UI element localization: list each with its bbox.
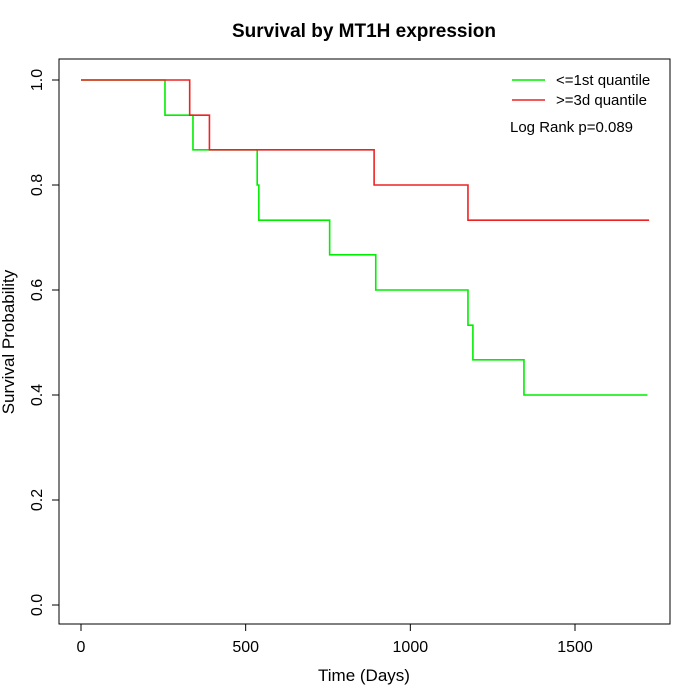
chart-title: Survival by MT1H expression — [232, 21, 496, 42]
series-line-1 — [81, 79, 648, 396]
x-tick-label: 1500 — [557, 639, 593, 656]
y-tick-label: 0.6 — [29, 279, 46, 301]
x-tick-label: 0 — [77, 639, 86, 656]
series-group — [81, 79, 650, 396]
y-axis-label: Survival Probability — [0, 269, 18, 414]
y-tick-label: 1.0 — [29, 69, 46, 91]
plot-frame — [58, 58, 671, 625]
y-tick-label: 0.4 — [29, 384, 46, 406]
x-tick-label: 500 — [232, 639, 259, 656]
y-tick-label: 0.0 — [29, 594, 46, 616]
legend-label: >=3d quantile — [556, 92, 647, 109]
log-rank-annotation: Log Rank p=0.089 — [510, 119, 633, 136]
x-axis: 0 500 1000 1500 — [77, 623, 593, 656]
y-tick-label: 0.8 — [29, 174, 46, 196]
x-tick-label: 1000 — [393, 639, 429, 656]
y-tick-label: 0.2 — [29, 489, 46, 511]
series-line-2 — [81, 79, 650, 221]
x-axis-label: Time (Days) — [318, 666, 410, 685]
legend-label: <=1st quantile — [556, 72, 650, 89]
y-axis: 0.0 0.2 0.4 0.6 0.8 1.0 — [29, 69, 60, 616]
legend: <=1st quantile >=3d quantile — [512, 72, 650, 109]
